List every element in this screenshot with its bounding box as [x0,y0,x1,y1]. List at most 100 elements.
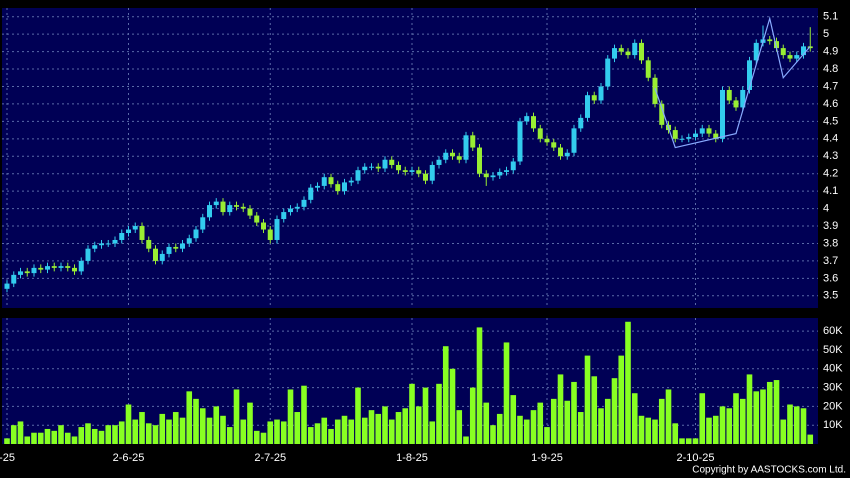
candle-body [159,253,165,261]
candle-body [801,46,806,56]
volume-bar [287,389,294,444]
volume-bar [807,434,814,444]
candle-body [99,243,104,246]
candle-body [58,266,64,268]
candle-body [443,152,449,160]
candle-body [578,117,584,129]
candle-body [132,226,138,230]
candle-body [767,39,773,42]
candle-body [342,182,347,192]
candle-body [699,128,705,134]
candle-body [416,170,422,174]
volume-bar [334,419,341,444]
volume-bar [530,410,537,444]
candle-body [4,283,10,289]
volume-bar [483,402,490,444]
volume-bar [213,406,220,444]
y-tick-label: 4.8 [823,63,838,75]
candle-body [639,42,644,61]
candle-body [713,133,719,139]
volume-bar [58,425,64,444]
volume-bar [4,438,10,444]
candle-body [693,133,698,138]
y-tick-label: 5 [823,28,829,40]
volume-bar [247,402,253,444]
volume-bar [523,419,530,444]
candle-body [733,100,739,108]
volume-bar [571,381,577,444]
y-tick-label: 4.4 [823,133,838,145]
volume-bar [361,417,368,444]
volume-bar [402,408,409,444]
candle-body [24,271,30,274]
volume-bar [51,430,58,444]
volume-bar [375,413,382,444]
candle-body [436,159,442,165]
candle-body [537,128,543,139]
volume-bar [382,406,388,444]
volume-bar [564,400,571,444]
volume-bar [31,432,37,444]
volume-bar [314,423,321,444]
candle-body [463,135,469,160]
volume-bar [611,378,618,444]
candle-body [497,171,503,176]
volume-bar [699,393,706,444]
candle-body [328,177,334,185]
volume-bar [172,412,179,444]
x-tick-label: 2-7-25 [254,452,286,464]
candle-body [618,48,624,52]
volume-bar [733,393,739,444]
volume-bar [436,383,442,444]
volume-bar [672,423,679,444]
volume-bar [307,427,314,444]
volume-bar [658,398,665,444]
candle-body [429,164,435,181]
candle-body [753,42,759,61]
candle-body [227,205,233,213]
volume-bar [91,428,98,444]
candle-body [706,128,712,134]
volume-bar [652,419,658,444]
volume-bar [226,427,233,444]
candle-body [166,246,172,254]
volume-bar [118,421,125,444]
candle-body [787,55,793,59]
candle-body [146,239,152,249]
volume-bar [139,412,145,444]
volume-bar [415,406,422,444]
candle-body [348,180,354,183]
volume-bar [503,342,510,444]
volume-bar [469,387,476,444]
volume-bar [766,381,773,444]
volume-bar [510,395,517,444]
candle-body [375,166,381,169]
y-tick-label: 4.2 [823,168,838,180]
volume-bar [719,406,726,444]
volume-bar [348,419,355,444]
volume-bar [753,391,760,444]
candle-body [105,243,111,245]
candle-body [294,206,300,209]
volume-bar [685,438,692,444]
candle-body [51,266,57,268]
candle-body [139,226,145,240]
volume-bar [584,355,591,444]
y-tick-label: 4.6 [823,98,838,110]
volume-bar [179,417,186,444]
candle-body [382,159,388,169]
volume-bar [463,436,469,444]
candle-body [531,116,536,129]
candle-body [38,267,44,270]
volume-bar [544,427,550,444]
candle-body [274,219,280,240]
candle-body [389,159,395,165]
x-tick-label: -25 [0,452,15,464]
volume-bar [395,412,402,444]
y-tick-label: 10K [823,419,843,431]
candle-body [119,233,125,240]
x-tick-label: 2-10-25 [677,452,715,464]
volume-bar [260,432,267,444]
volume-bar [793,406,800,444]
volume-bar [328,428,334,444]
